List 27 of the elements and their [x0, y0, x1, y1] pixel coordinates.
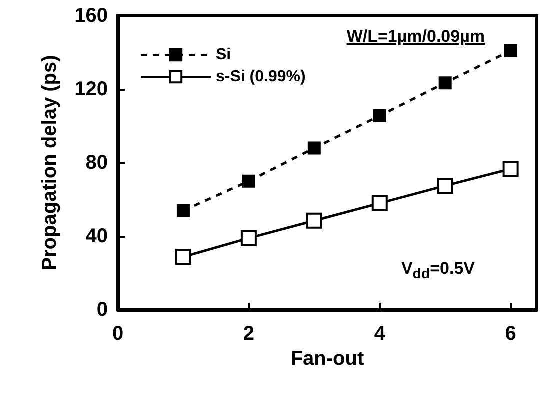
point [372, 195, 388, 212]
point [504, 44, 518, 58]
annotation: V$_{dd}$=0.5V [401, 259, 475, 282]
point [437, 178, 454, 194]
point [175, 249, 192, 266]
y-tick-label: 120 [74, 78, 108, 100]
annotation: W/L=1µm/0.09µm [346, 27, 485, 46]
y-tick-label: 40 [86, 226, 108, 248]
x-tick-label: 0 [112, 323, 124, 345]
point [373, 109, 386, 122]
legend-label: s-Si (0.99%) [216, 68, 306, 86]
point [240, 230, 257, 246]
x-tick-label: 2 [243, 323, 254, 345]
point [306, 212, 322, 229]
x-axis-title: Fan-out [290, 348, 364, 370]
y-axis-title: Propagation delay (ps) [39, 55, 61, 271]
y-tick-label: 160 [74, 5, 108, 27]
y-tick-label: 80 [86, 152, 108, 174]
legend-label: Si [216, 46, 232, 64]
point [176, 204, 190, 218]
y-tick-label: 0 [96, 299, 108, 321]
point [308, 142, 321, 155]
point [502, 161, 519, 178]
x-tick-label: 6 [505, 323, 516, 345]
point [438, 76, 452, 90]
point [242, 174, 256, 188]
x-tick-label: 4 [374, 323, 386, 345]
